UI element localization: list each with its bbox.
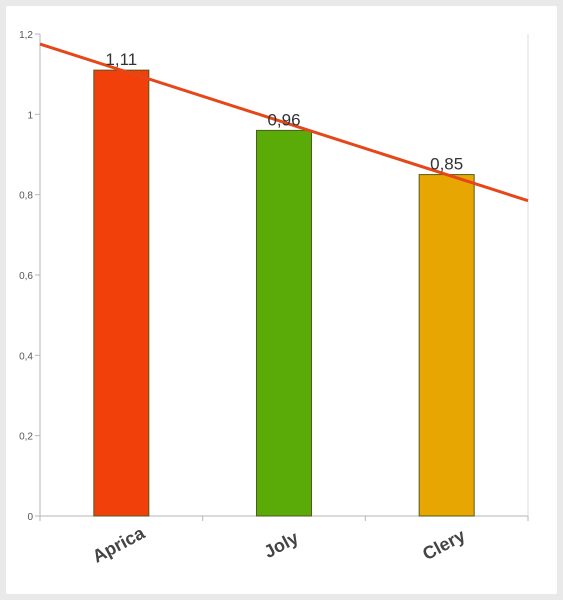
data-label: 0,85 xyxy=(430,155,463,174)
y-tick-label: 0,4 xyxy=(19,351,33,362)
x-tick-label: Joly xyxy=(261,527,302,562)
y-tick-label: 0 xyxy=(27,512,33,523)
y-tick-label: 0,6 xyxy=(19,271,33,282)
y-tick-label: 1,2 xyxy=(19,30,33,41)
x-tick-label: Clery xyxy=(419,525,468,564)
y-tick-label: 1 xyxy=(27,110,33,121)
data-label: 1,11 xyxy=(105,50,137,69)
y-tick-label: 0,8 xyxy=(19,191,33,202)
data-label: 0,96 xyxy=(267,110,300,129)
y-tick-label: 0,2 xyxy=(19,432,33,443)
bar-clery xyxy=(418,174,475,517)
bar-joly xyxy=(256,129,312,517)
trend-line xyxy=(39,42,529,203)
x-tick-label: Aprica xyxy=(89,522,149,566)
bar-aprica xyxy=(93,69,150,517)
